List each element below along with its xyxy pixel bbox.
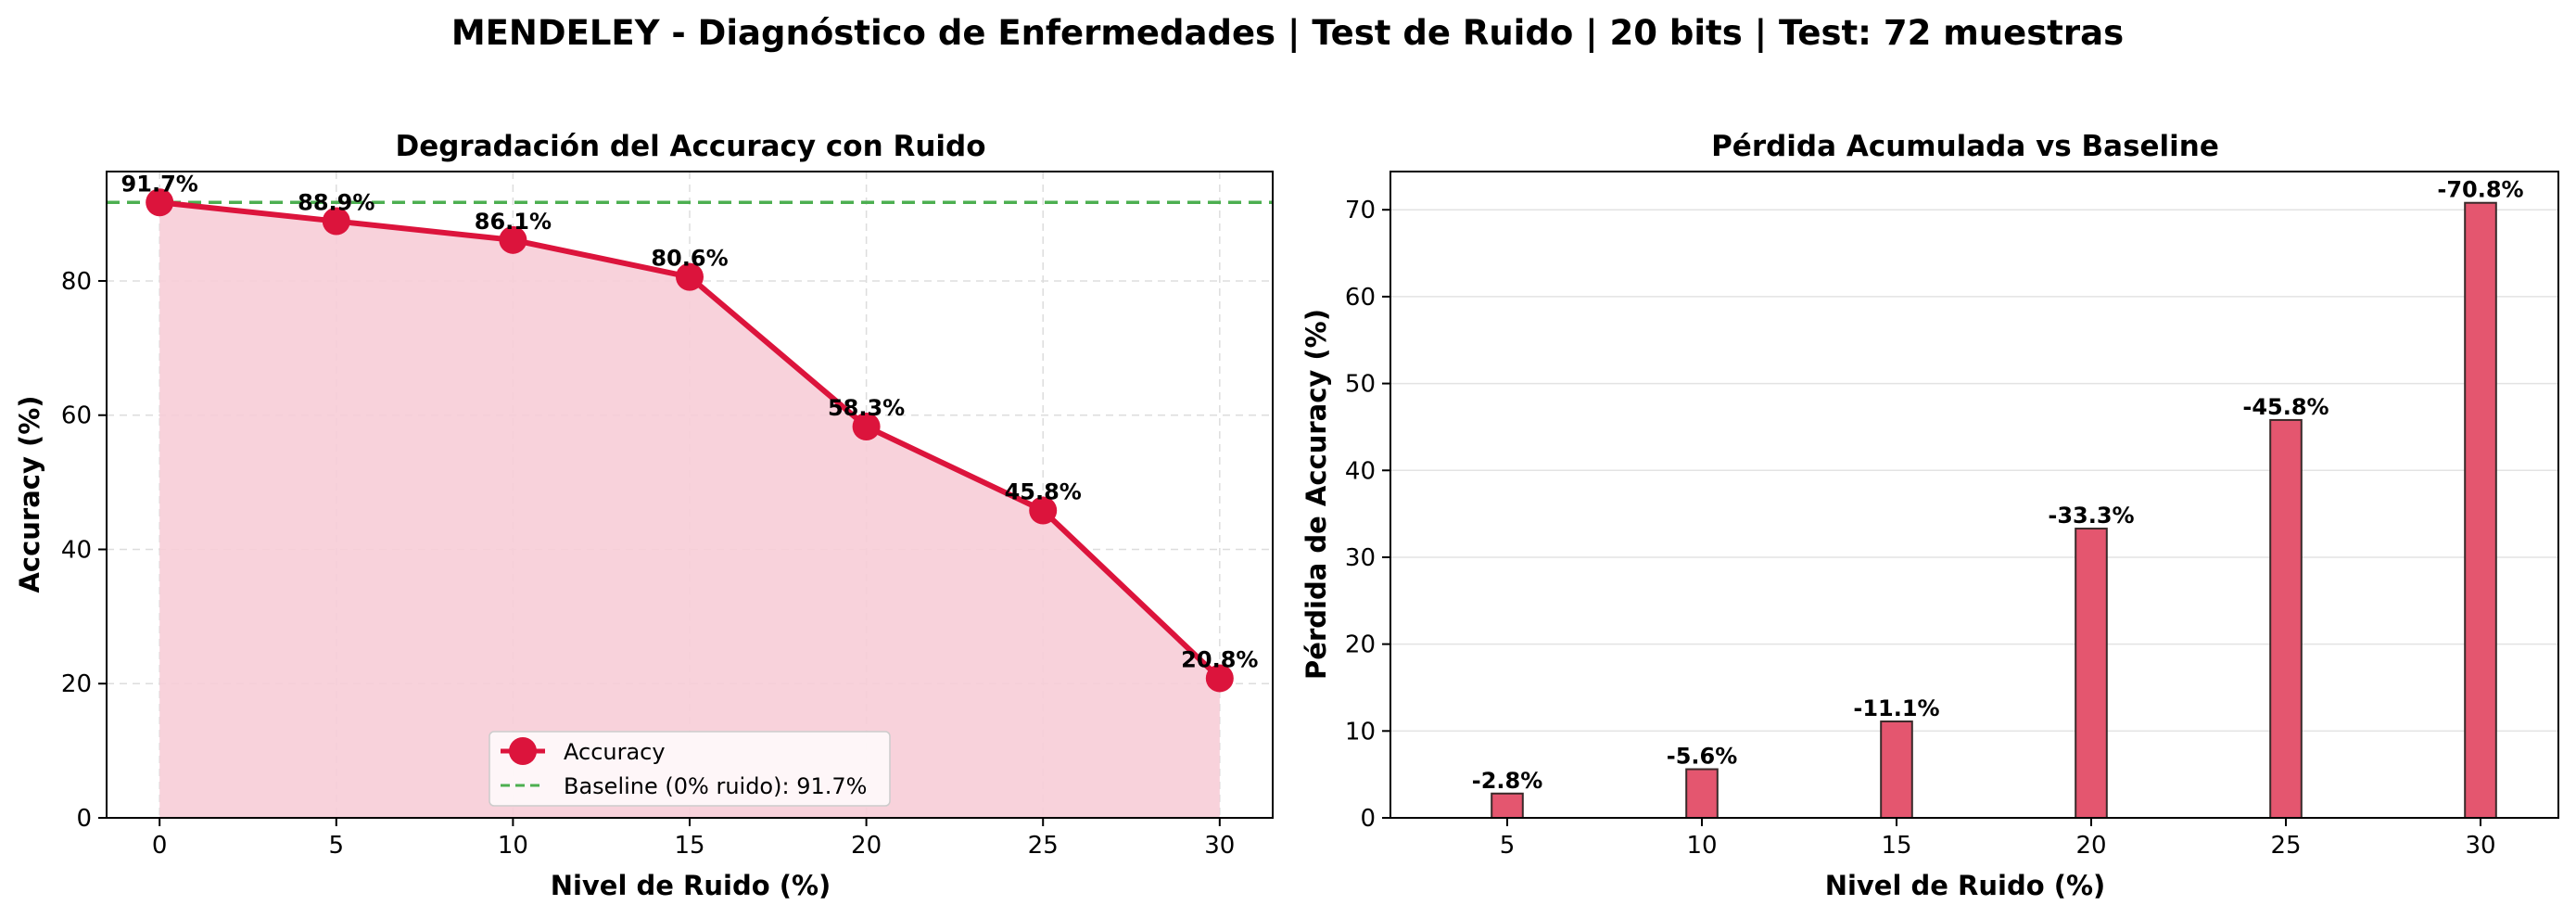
loss-bar [1491,792,1524,819]
accuracy-data-label: 86.1% [475,209,552,235]
x-tick-label: 0 [152,832,168,860]
x-tick-label: 10 [498,832,528,860]
accuracy-y-axis-label: Accuracy (%) [14,395,45,593]
x-tick-label: 15 [674,832,704,860]
y-tick-label: 0 [1360,805,1376,833]
x-tick-label: 30 [2465,832,2495,860]
loss-chart: Pérdida Acumulada vs Baseline -2.8% -5.6%… [1301,130,2559,901]
y-tick-label: 40 [1345,457,1376,485]
y-tick-label: 0 [76,805,92,833]
x-tick-label: 25 [1028,832,1059,860]
y-tick-label: 40 [61,536,92,564]
y-tick-label: 50 [1345,371,1376,399]
x-tick-label: 20 [851,832,882,860]
accuracy-chart: Degradación del Accuracy con Ruido 91.7%… [14,130,1274,901]
accuracy-point [1029,496,1058,525]
loss-grid [1390,209,2558,819]
y-tick-label: 80 [61,268,92,296]
loss-bar [1880,720,1913,819]
accuracy-point [499,225,527,254]
accuracy-data-label: 80.6% [651,246,728,272]
y-tick-label: 70 [1345,197,1376,224]
loss-axes: 5 10 15 20 25 30 0 10 20 30 40 50 60 70 [1345,171,2559,860]
legend-box [489,731,891,807]
x-tick-label: 15 [1881,832,1911,860]
y-tick-label: 10 [1345,718,1376,746]
x-tick-label: 5 [329,832,345,860]
accuracy-legend: Accuracy Baseline (0% ruido): 91.7% [489,731,891,807]
loss-data-label: -11.1% [1853,695,1939,721]
accuracy-data-label: 45.8% [1005,479,1082,505]
figure-title: MENDELEY - Diagnóstico de Enfermedades |… [451,13,2124,53]
x-tick-label: 10 [1686,832,1717,860]
loss-data-label: -2.8% [1472,768,1543,794]
accuracy-point [146,188,174,217]
loss-bars: -2.8% -5.6% -11.1% -33.3% -45.8% -70.8% [1472,177,2524,820]
accuracy-point [676,262,704,291]
accuracy-point [322,207,350,236]
loss-x-axis-label: Nivel de Ruido (%) [1825,870,2106,901]
loss-bar [2269,418,2303,819]
accuracy-x-axis-label: Nivel de Ruido (%) [551,870,831,901]
x-tick-label: 25 [2270,832,2301,860]
x-tick-label: 5 [1500,832,1516,860]
loss-data-label: -33.3% [2048,503,2134,529]
legend-accuracy-marker [509,737,537,765]
loss-data-label: -45.8% [2242,394,2329,420]
loss-bar [2464,201,2497,819]
accuracy-area-fill [159,202,1220,818]
x-tick-label: 20 [2075,832,2106,860]
legend-accuracy-label: Accuracy [564,739,666,765]
y-tick-label: 20 [61,670,92,698]
accuracy-axes: 0 5 10 15 20 25 30 0 20 40 60 80 [61,171,1274,860]
loss-axes-frame [1390,171,2559,819]
loss-bar [2075,528,2108,820]
y-tick-label: 60 [1345,284,1376,312]
loss-chart-title: Pérdida Acumulada vs Baseline [1711,130,2219,163]
legend-baseline-label: Baseline (0% ruido): 91.7% [564,773,867,799]
accuracy-data-label: 88.9% [298,190,374,216]
y-tick-label: 60 [61,402,92,430]
accuracy-data-label: 91.7% [121,171,198,197]
loss-y-axis-label: Pérdida de Accuracy (%) [1301,309,1332,680]
accuracy-point [852,413,881,441]
accuracy-data-label: 20.8% [1181,646,1258,672]
loss-data-label: -5.6% [1667,744,1738,770]
accuracy-series: 91.7% 88.9% 86.1% 80.6% 58.3% 45.8% 20.8% [121,171,1258,693]
y-tick-label: 30 [1345,544,1376,572]
accuracy-chart-title: Degradación del Accuracy con Ruido [395,130,985,163]
loss-data-label: -70.8% [2437,177,2523,203]
accuracy-point [1205,664,1234,693]
y-tick-label: 20 [1345,631,1376,659]
accuracy-data-label: 58.3% [828,395,905,421]
x-tick-label: 30 [1204,832,1235,860]
loss-bar [1685,768,1719,820]
